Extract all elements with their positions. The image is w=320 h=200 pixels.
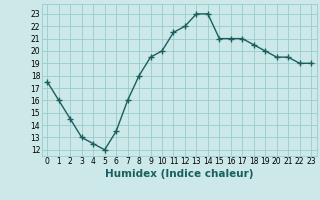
X-axis label: Humidex (Indice chaleur): Humidex (Indice chaleur) bbox=[105, 169, 253, 179]
